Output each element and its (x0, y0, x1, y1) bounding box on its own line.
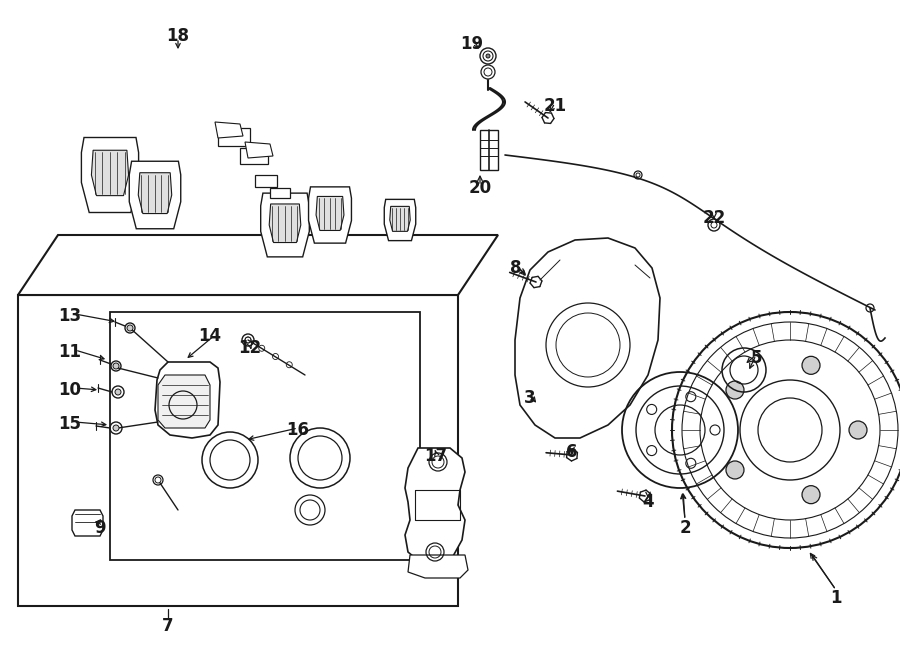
Text: 1: 1 (830, 589, 842, 607)
Polygon shape (405, 448, 465, 565)
Circle shape (127, 325, 133, 331)
Polygon shape (110, 312, 420, 560)
Text: 3: 3 (524, 389, 536, 407)
Polygon shape (255, 175, 277, 187)
Polygon shape (139, 173, 172, 214)
Polygon shape (218, 128, 250, 146)
Circle shape (113, 425, 119, 431)
Polygon shape (309, 187, 352, 243)
Polygon shape (240, 148, 268, 164)
Circle shape (849, 421, 867, 439)
Polygon shape (215, 122, 243, 138)
Text: 5: 5 (751, 349, 761, 367)
Polygon shape (390, 207, 410, 231)
Polygon shape (81, 138, 139, 213)
Text: 10: 10 (58, 381, 82, 399)
Polygon shape (408, 555, 468, 578)
Polygon shape (18, 295, 458, 606)
Text: 21: 21 (544, 97, 567, 115)
Polygon shape (72, 510, 103, 536)
Circle shape (726, 461, 744, 479)
Text: 17: 17 (425, 447, 447, 465)
Polygon shape (18, 235, 498, 295)
Text: 6: 6 (566, 443, 578, 461)
Polygon shape (316, 197, 344, 230)
Text: 18: 18 (166, 27, 190, 45)
Text: 19: 19 (461, 35, 483, 53)
Circle shape (113, 363, 119, 369)
Polygon shape (130, 162, 181, 229)
Polygon shape (261, 193, 310, 257)
Polygon shape (384, 199, 416, 240)
Circle shape (115, 389, 121, 395)
Polygon shape (92, 150, 129, 196)
Polygon shape (269, 204, 301, 242)
Text: 13: 13 (58, 307, 82, 325)
Circle shape (155, 477, 161, 483)
Polygon shape (155, 362, 220, 438)
Text: 11: 11 (58, 343, 82, 361)
Polygon shape (158, 375, 210, 428)
Text: 2: 2 (680, 519, 691, 537)
Polygon shape (245, 142, 273, 158)
Text: 14: 14 (198, 327, 221, 345)
Text: 22: 22 (702, 209, 725, 227)
Circle shape (802, 486, 820, 504)
Text: 7: 7 (162, 617, 174, 635)
Text: 4: 4 (643, 493, 653, 511)
Text: 12: 12 (238, 339, 262, 357)
Bar (480, 130, 498, 170)
Text: 20: 20 (468, 179, 491, 197)
Text: 15: 15 (58, 415, 82, 433)
Polygon shape (270, 188, 290, 198)
Circle shape (802, 356, 820, 374)
Text: 8: 8 (510, 259, 522, 277)
Text: 16: 16 (286, 421, 310, 439)
Circle shape (726, 381, 744, 399)
Polygon shape (515, 238, 660, 438)
Circle shape (486, 54, 490, 58)
Text: 9: 9 (94, 519, 106, 537)
